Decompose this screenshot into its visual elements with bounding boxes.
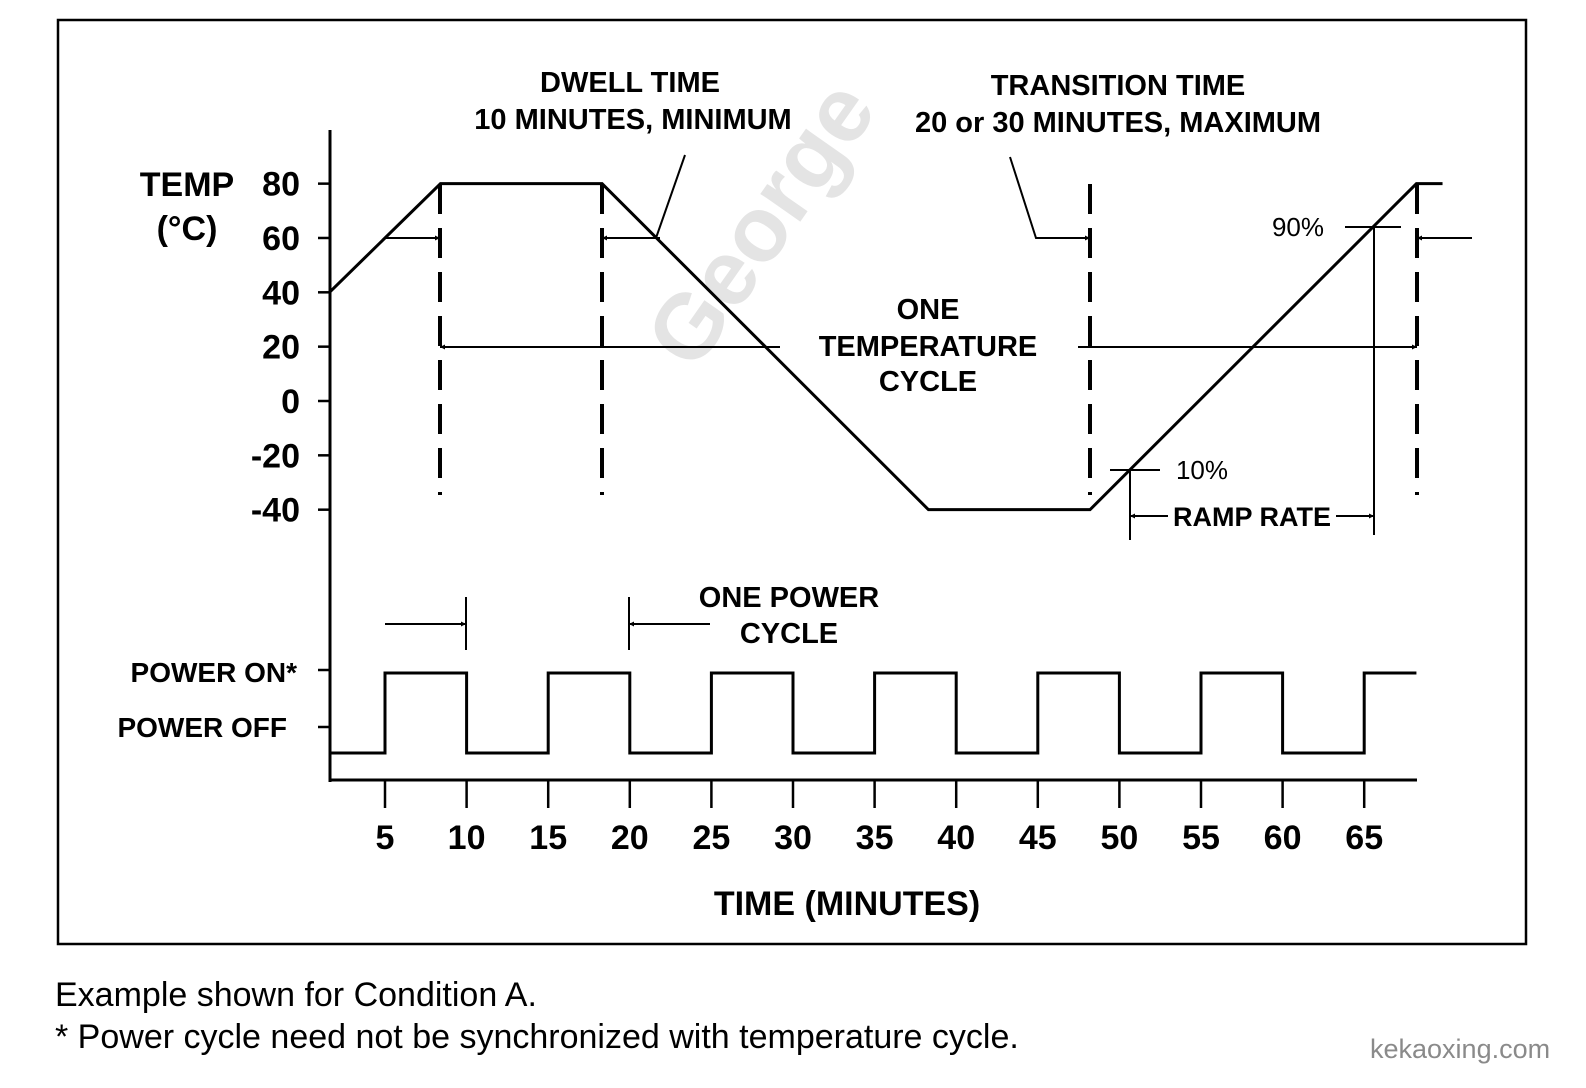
x-tick-label: 65	[1345, 819, 1383, 857]
dwell-time-label: DWELL TIME	[540, 67, 720, 99]
y-axis-label-unit: (°C)	[157, 210, 218, 248]
x-tick-label: 35	[856, 819, 894, 857]
y-tick-label: 80	[262, 166, 300, 204]
x-axis-label: TIME (MINUTES)	[714, 885, 980, 923]
power-cycle-label-2: CYCLE	[740, 618, 838, 650]
y-tick-label: 60	[262, 220, 300, 258]
y-tick-label: 20	[262, 329, 300, 367]
temperature-profile-line	[328, 182, 1443, 512]
footnote-condition: Example shown for Condition A.	[55, 976, 537, 1014]
pct90-label: 90%	[1272, 212, 1324, 242]
y-tick-label: -20	[251, 437, 300, 475]
x-tick-label: 10	[448, 819, 486, 857]
power-on-label: POWER ON*	[131, 657, 298, 688]
x-tick-label: 20	[611, 819, 649, 857]
x-tick-label: 55	[1182, 819, 1220, 857]
y-axis-label-temp: TEMP	[140, 166, 234, 204]
dwell-leader-line	[655, 154, 686, 239]
footnote-power-cycle: * Power cycle need not be synchronized w…	[55, 1018, 1019, 1056]
y-tick-label: -40	[251, 492, 300, 530]
x-ticks: 5 10 15 20 25 30 35 40 45 50 55 60 65	[376, 780, 1383, 857]
dwell-time-sublabel: 10 MINUTES, MINIMUM	[474, 104, 791, 136]
temp-cycle-label-1: ONE	[897, 294, 960, 326]
x-tick-label: 45	[1019, 819, 1057, 857]
ramp-rate-label: RAMP RATE	[1173, 502, 1331, 532]
transition-time-label: TRANSITION TIME	[991, 70, 1246, 102]
transition-time-sublabel: 20 or 30 MINUTES, MAXIMUM	[915, 107, 1321, 139]
transition-leader-line	[1009, 156, 1060, 239]
x-tick-label: 15	[529, 819, 567, 857]
x-tick-label: 60	[1264, 819, 1302, 857]
x-tick-label: 5	[376, 819, 395, 857]
x-tick-label: 50	[1100, 819, 1138, 857]
x-tick-label: 40	[937, 819, 975, 857]
power-cycle-waveform	[329, 671, 1417, 755]
y-tick-label: 0	[281, 383, 300, 421]
x-tick-label: 25	[692, 819, 730, 857]
site-watermark: kekaoxing.com	[1370, 1034, 1551, 1064]
diagram-frame	[56, 18, 1528, 946]
power-off-label: POWER OFF	[117, 712, 287, 743]
power-cycle-label-1: ONE POWER	[699, 582, 880, 614]
pct10-label: 10%	[1176, 455, 1228, 485]
y-ticks: 80 60 40 20 0 -20 -40	[251, 166, 330, 530]
x-tick-label: 30	[774, 819, 812, 857]
temp-cycle-label-3: CYCLE	[879, 366, 977, 398]
y-tick-label: 40	[262, 274, 300, 312]
temp-cycle-label-2: TEMPERATURE	[819, 331, 1038, 363]
